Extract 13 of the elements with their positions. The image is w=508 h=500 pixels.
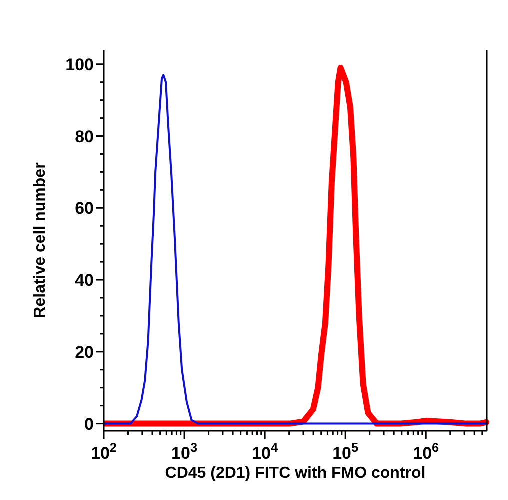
y-tick-label: 40 [75, 271, 94, 290]
y-tick-label: 80 [75, 127, 94, 146]
x-axis-title: CD45 (2D1) FITC with FMO control [165, 465, 426, 482]
y-tick-label: 20 [75, 342, 94, 362]
y-tick-label: 100 [66, 55, 94, 74]
x-tick-label: 10$^{4}$ [252, 440, 279, 463]
x-tick-label: 10$^{3}$ [172, 440, 198, 463]
x-tick-label: 10$^{6}$ [413, 440, 440, 463]
x-tick-label: 10$^{2}$ [90, 440, 118, 463]
y-tick-label: 0 [84, 414, 94, 434]
x-tick-label: 10$^{5}$ [332, 440, 359, 463]
y-tick-label: 60 [75, 199, 94, 218]
y-axis-title: Relative cell number [32, 162, 49, 318]
